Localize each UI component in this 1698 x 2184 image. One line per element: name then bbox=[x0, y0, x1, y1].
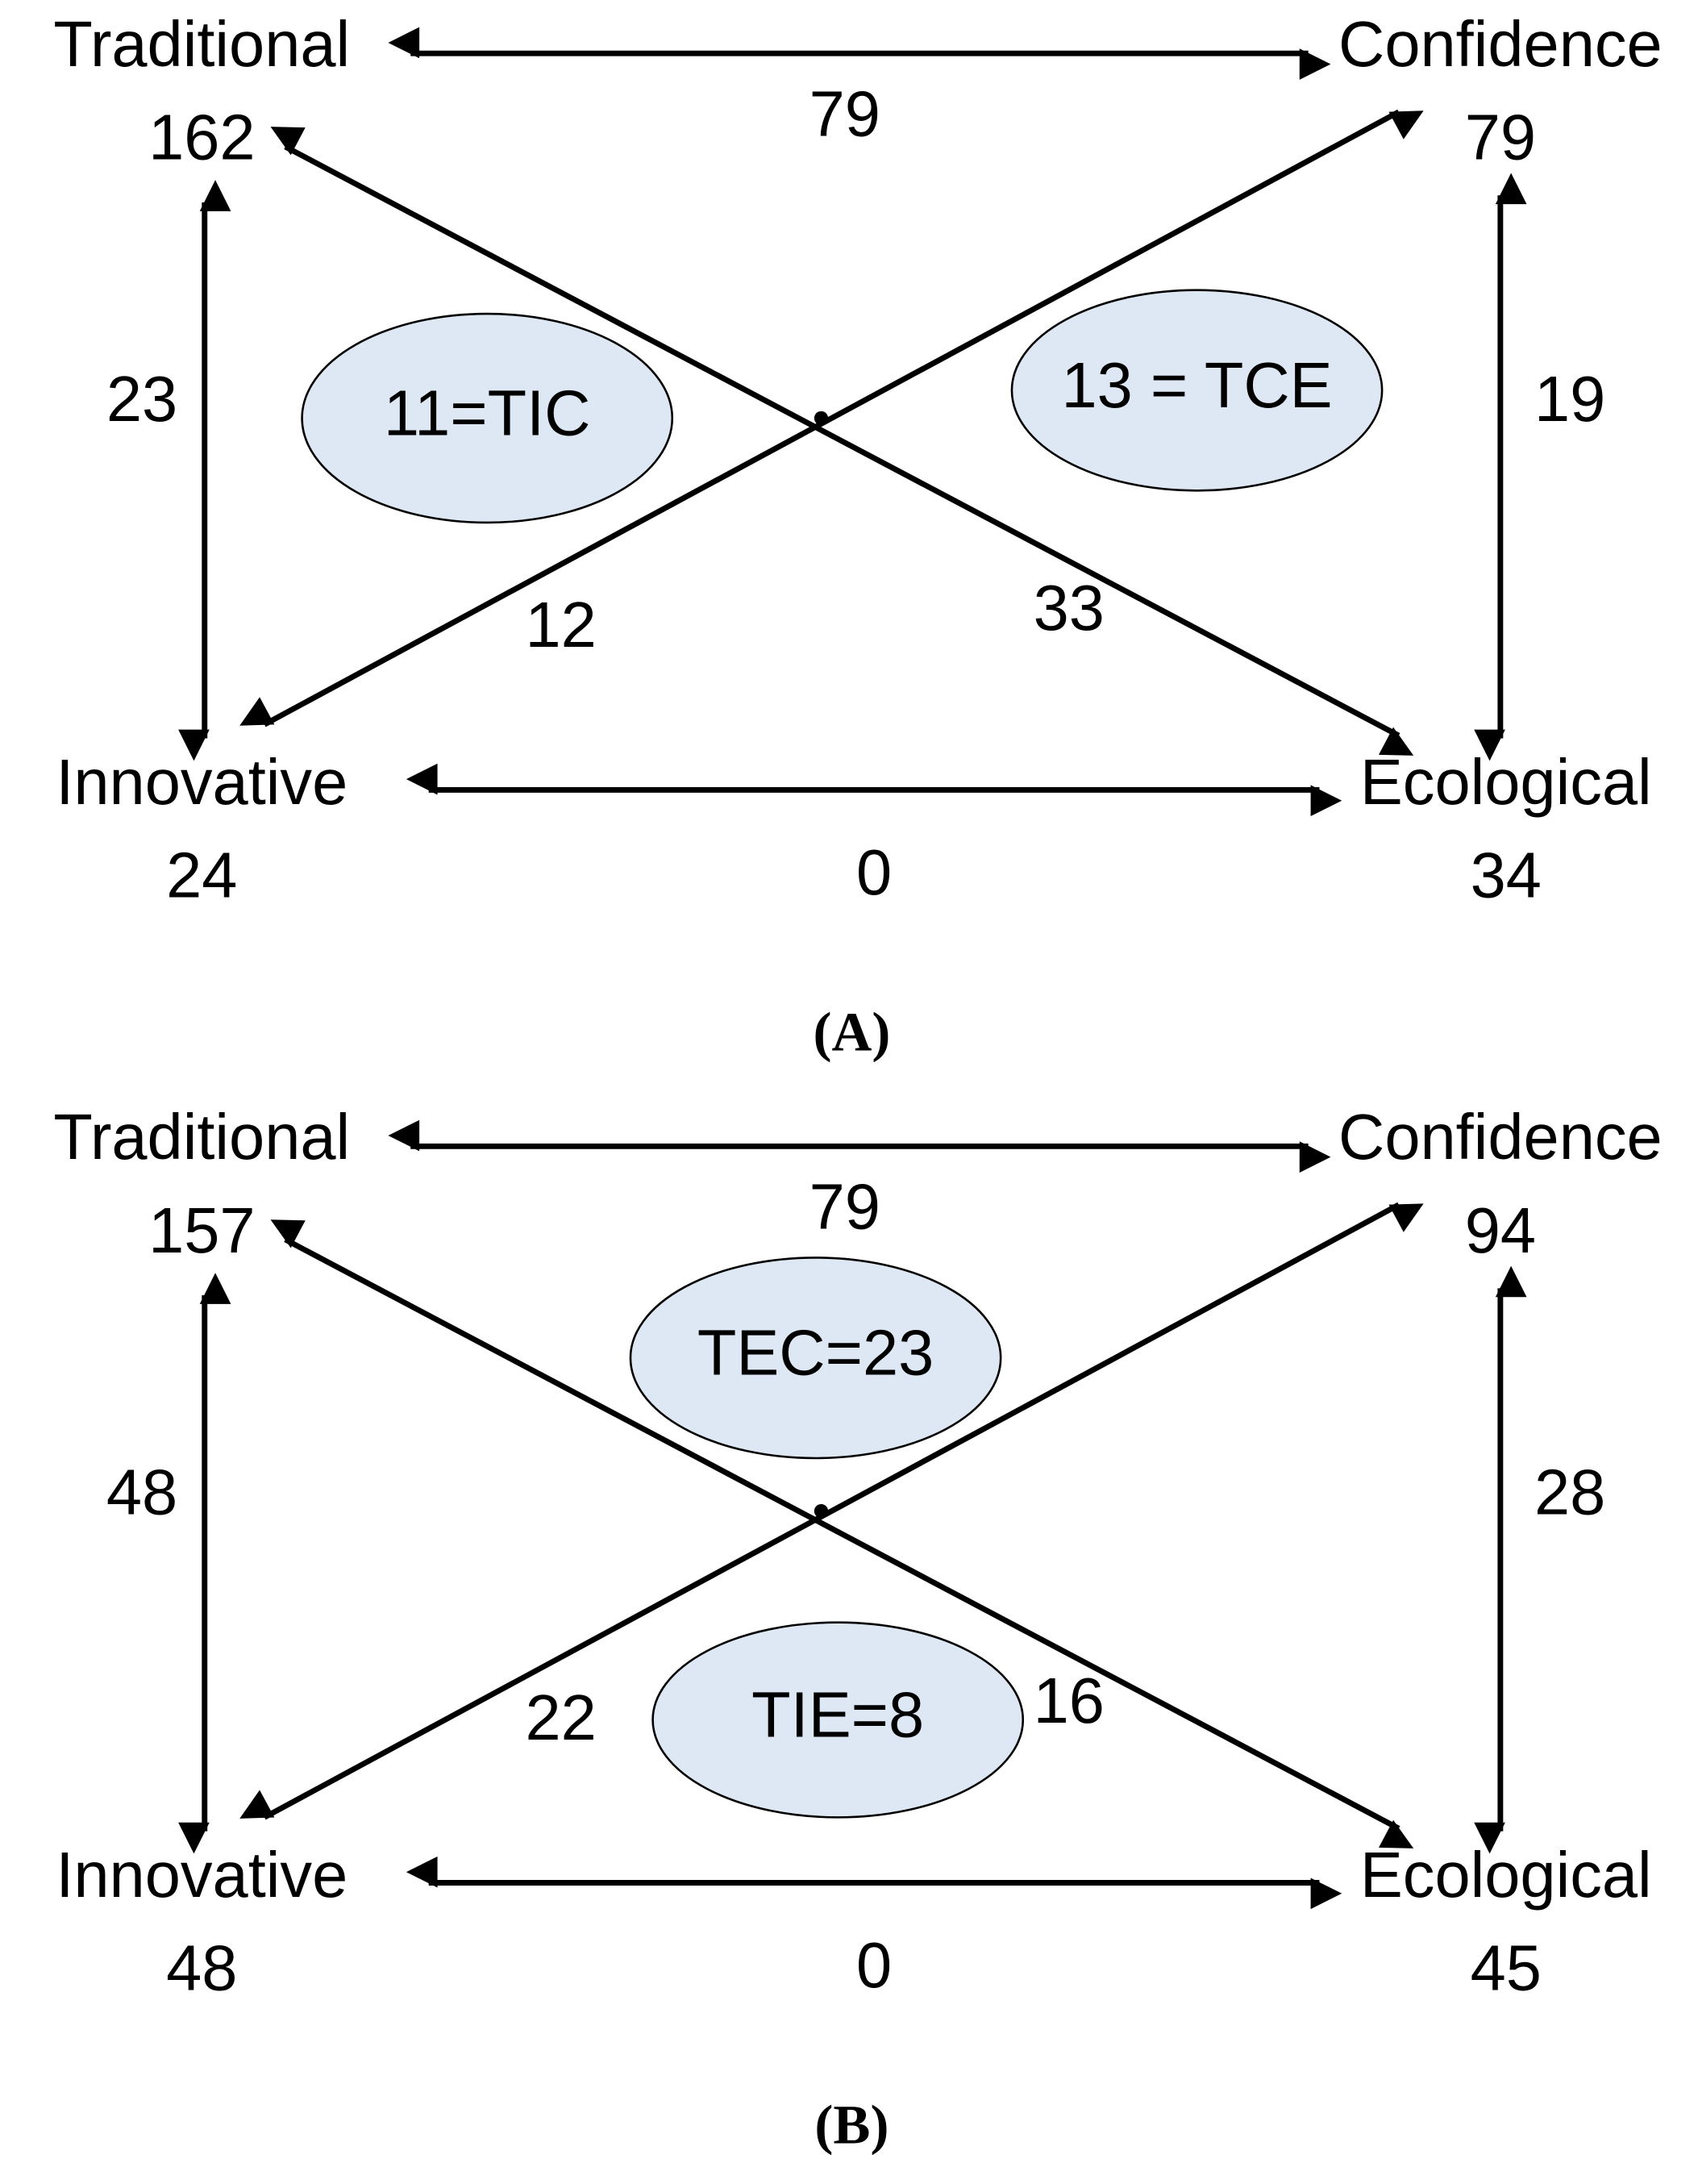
group-label: 11=TIC bbox=[384, 377, 591, 448]
node-count: 157 bbox=[148, 1194, 255, 1266]
group-label: TIE=8 bbox=[751, 1678, 924, 1750]
junction bbox=[814, 1503, 829, 1519]
node-label: Innovative bbox=[56, 746, 348, 818]
node-label: Traditional bbox=[53, 1101, 350, 1173]
node-label: Ecological bbox=[1360, 1839, 1652, 1911]
node-label: Ecological bbox=[1360, 746, 1652, 818]
node-label: Confidence bbox=[1338, 8, 1663, 80]
edge-label: 79 bbox=[809, 1170, 880, 1242]
edge-label: 28 bbox=[1534, 1456, 1605, 1528]
edge-label: 19 bbox=[1534, 363, 1605, 435]
node-count: 94 bbox=[1465, 1194, 1536, 1266]
edge-label: 48 bbox=[106, 1456, 177, 1528]
node-count: 34 bbox=[1471, 840, 1542, 911]
node-label: Confidence bbox=[1338, 1101, 1663, 1173]
group-label: 13 = TCE bbox=[1061, 349, 1332, 421]
edge-label: 79 bbox=[809, 77, 880, 149]
node-count: 48 bbox=[166, 1932, 237, 2004]
arrow bbox=[239, 1202, 1424, 1820]
group-label: TEC=23 bbox=[697, 1317, 934, 1389]
node-count: 45 bbox=[1471, 1932, 1542, 2004]
edge-label: 12 bbox=[526, 589, 597, 661]
group-ellipse bbox=[301, 312, 674, 524]
node-count: 162 bbox=[148, 102, 255, 173]
edge-label: 23 bbox=[106, 363, 177, 435]
node-label: Traditional bbox=[53, 8, 350, 80]
edge-label: 16 bbox=[1034, 1665, 1105, 1736]
panel-caption: (B) bbox=[814, 2094, 889, 2156]
group-ellipse bbox=[651, 1621, 1025, 1819]
node-label: Innovative bbox=[56, 1839, 348, 1911]
node-count: 79 bbox=[1465, 102, 1536, 173]
edge-label: 33 bbox=[1034, 572, 1105, 644]
edge-label: 0 bbox=[856, 1929, 892, 2001]
node-count: 24 bbox=[166, 840, 237, 911]
panel-caption: (A) bbox=[814, 1001, 891, 1063]
junction bbox=[814, 411, 829, 426]
arrow bbox=[239, 109, 1424, 727]
edge-label: 22 bbox=[526, 1682, 597, 1753]
group-ellipse bbox=[629, 1257, 1002, 1460]
edge-label: 0 bbox=[856, 836, 892, 908]
group-ellipse bbox=[1010, 289, 1384, 492]
